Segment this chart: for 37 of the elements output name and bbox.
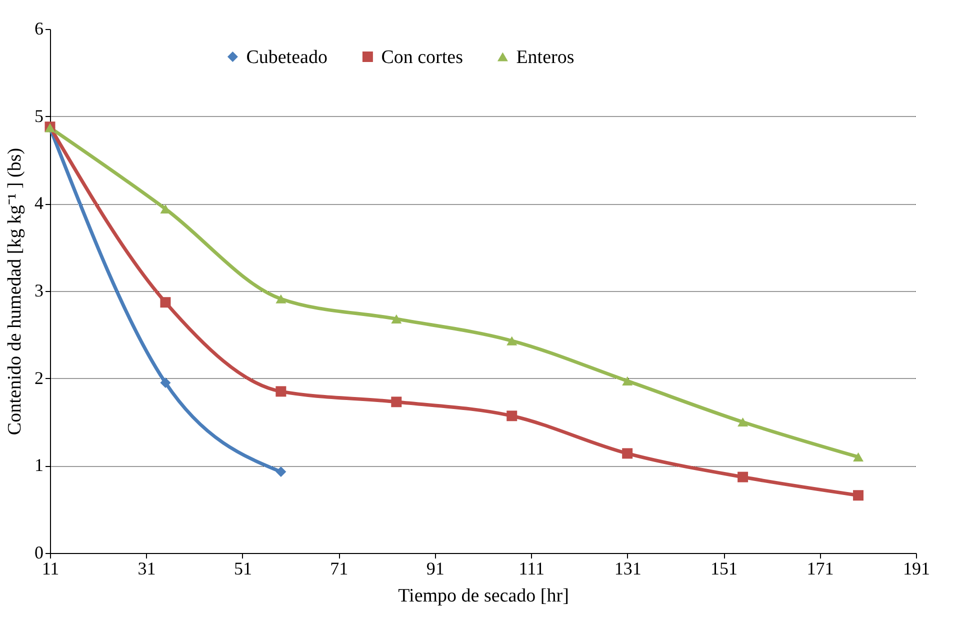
point [276, 294, 286, 304]
x-tick-label: 151 [710, 558, 738, 578]
x-tick-label: 131 [614, 558, 642, 578]
x-tick-label: 31 [138, 558, 156, 578]
y-axis-title: Contenido de humedad [kg kg⁻¹ ] (bs) [4, 148, 26, 436]
point [738, 472, 748, 482]
point [160, 297, 171, 308]
point [276, 386, 286, 397]
y-tick-label: 5 [34, 106, 44, 126]
legend-label: Con cortes [381, 46, 463, 68]
point [506, 336, 518, 346]
point [276, 466, 286, 478]
point [622, 448, 633, 459]
x-tick-label: 71 [330, 558, 348, 578]
x-tick-label: 91 [426, 558, 444, 578]
y-tick-label: 4 [34, 193, 44, 214]
x-tick-label: 171 [806, 558, 834, 578]
x-tick-label: 111 [518, 558, 544, 578]
x-tick-label: 51 [234, 558, 252, 578]
point [853, 490, 864, 501]
legend-label: Cubeteado [246, 46, 328, 68]
point [160, 377, 171, 388]
point [391, 314, 402, 324]
legend-label: Enteros [516, 46, 574, 68]
point [622, 376, 633, 386]
y-tick-label: 2 [34, 368, 44, 388]
point [391, 396, 402, 408]
x-tick-label: 191 [903, 558, 930, 578]
y-tick-label: 0 [34, 542, 44, 562]
x-tick-label: 11 [42, 558, 60, 578]
y-tick-label: 3 [34, 280, 44, 300]
point [738, 417, 748, 427]
y-tick-label: 6 [34, 18, 44, 38]
point [853, 452, 864, 462]
x-axis-title: Tiempo de secado [hr] [398, 586, 569, 606]
point [506, 410, 518, 422]
y-tick-label: 1 [34, 455, 44, 476]
